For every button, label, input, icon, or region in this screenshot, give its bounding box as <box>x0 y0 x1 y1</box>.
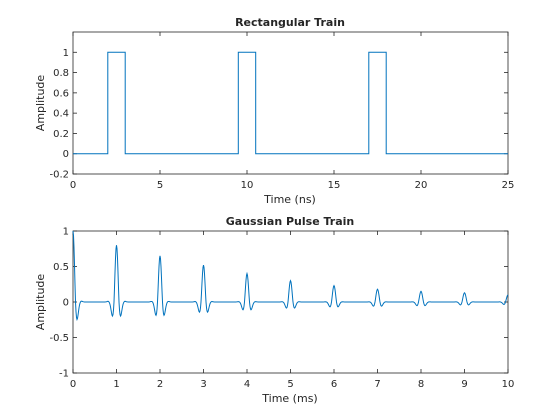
y-tick-label: 0 <box>63 149 69 160</box>
x-tick-label: 1 <box>113 379 119 390</box>
gaussian-pulse-train-chart: 0 1 2 3 4 5 6 7 8 9 10 -1 -0.5 0 0.5 1 Gaussian Pulse T… <box>34 215 514 405</box>
x-tick-label: 4 <box>244 379 250 390</box>
y-tick-label: -0.2 <box>49 170 69 181</box>
y-tick-label: 0.6 <box>53 88 69 99</box>
ticks <box>72 230 509 374</box>
series-line-group <box>72 230 509 321</box>
x-tick-label: 7 <box>374 379 380 390</box>
x-tick-label: 8 <box>418 379 424 390</box>
y-tick-label: -1 <box>59 369 69 380</box>
tick-labels: 0 1 2 3 4 5 6 7 8 9 10 -1 -0.5 0 0.5 1 <box>49 227 514 391</box>
plot-area <box>72 31 509 175</box>
y-tick-label: 1 <box>63 227 69 238</box>
series-line <box>72 230 509 321</box>
x-tick-label: 10 <box>502 379 515 390</box>
series-line-group <box>73 51 508 155</box>
x-axis-label: Time (ms) <box>261 392 317 405</box>
x-axis-label: Time (ns) <box>263 193 316 206</box>
x-tick-label: 2 <box>157 379 163 390</box>
x-tick-label: 0 <box>70 379 76 390</box>
x-tick-label: 9 <box>461 379 467 390</box>
y-tick-label: 0.8 <box>53 68 69 79</box>
y-tick-label: 0.2 <box>53 129 69 140</box>
tick-labels: 0 5 10 15 20 25-0.200.20.40.60.81 <box>49 48 514 191</box>
x-tick-label: 3 <box>200 379 206 390</box>
x-tick-label: 15 <box>328 180 341 191</box>
series-line <box>73 51 508 155</box>
y-tick-label: 0.4 <box>53 109 69 120</box>
chart-title: Rectangular Train <box>235 16 345 29</box>
x-tick-label: 5 <box>157 180 163 191</box>
y-tick-label: -0.5 <box>49 333 69 344</box>
x-tick-label: 0 <box>70 180 76 191</box>
x-tick-label: 5 <box>287 379 293 390</box>
ticks <box>72 32 509 175</box>
y-axis-label: Amplitude <box>34 274 47 331</box>
rectangular-train-chart: 0 5 10 15 20 25-0.200.20.40.60.81 Rectangular… <box>34 16 514 206</box>
y-axis-label: Amplitude <box>34 75 47 132</box>
chart-title: Gaussian Pulse Train <box>226 215 354 228</box>
x-tick-label: 10 <box>241 180 254 191</box>
x-tick-label: 20 <box>415 180 428 191</box>
x-tick-label: 6 <box>331 379 337 390</box>
y-tick-label: 1 <box>63 48 69 59</box>
x-tick-label: 25 <box>502 180 515 191</box>
y-tick-label: 0.5 <box>53 262 69 273</box>
y-tick-label: 0 <box>63 298 69 309</box>
